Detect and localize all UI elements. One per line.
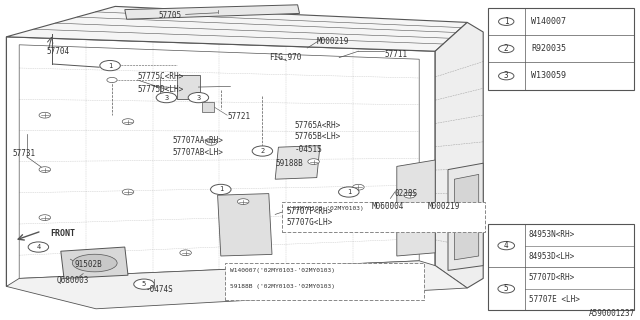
FancyBboxPatch shape	[202, 102, 214, 112]
Text: 57707F<RH>: 57707F<RH>	[287, 207, 333, 216]
Text: R920035: R920035	[531, 44, 566, 53]
Polygon shape	[435, 22, 483, 288]
Circle shape	[353, 184, 364, 190]
Circle shape	[107, 62, 117, 67]
Circle shape	[156, 92, 177, 103]
Polygon shape	[125, 5, 300, 19]
Text: 57707AB<LH>: 57707AB<LH>	[173, 148, 223, 157]
Text: W140007: W140007	[531, 17, 566, 26]
Text: 59188B: 59188B	[275, 159, 303, 168]
Circle shape	[107, 77, 117, 83]
Text: 3: 3	[504, 71, 509, 81]
Circle shape	[188, 92, 209, 103]
Circle shape	[39, 215, 51, 220]
Circle shape	[122, 119, 134, 124]
Text: 57775C<RH>: 57775C<RH>	[138, 72, 184, 81]
Polygon shape	[448, 163, 483, 270]
Text: 5: 5	[504, 284, 509, 293]
Polygon shape	[61, 247, 128, 278]
Circle shape	[339, 187, 359, 197]
Text: Q680003: Q680003	[56, 276, 89, 285]
Text: 2: 2	[260, 148, 264, 154]
Text: 1: 1	[504, 17, 509, 26]
Text: 4: 4	[36, 244, 40, 250]
Text: 1: 1	[347, 189, 351, 195]
Text: 57711: 57711	[384, 50, 407, 59]
Polygon shape	[275, 146, 320, 179]
Text: 57775D<LH>: 57775D<LH>	[138, 85, 184, 94]
Text: 84953N<RH>: 84953N<RH>	[529, 230, 575, 239]
Text: 57765B<LH>: 57765B<LH>	[294, 132, 340, 141]
Text: FIG.970: FIG.970	[269, 53, 301, 62]
Text: A590001237: A590001237	[589, 309, 635, 318]
Polygon shape	[397, 160, 435, 256]
Circle shape	[211, 184, 231, 195]
Text: -0451S: -0451S	[294, 145, 322, 154]
FancyBboxPatch shape	[282, 202, 485, 232]
Text: 4: 4	[504, 241, 509, 250]
Circle shape	[134, 279, 154, 289]
Text: M000219: M000219	[428, 202, 460, 211]
Text: 57705: 57705	[159, 12, 182, 20]
Circle shape	[308, 159, 319, 164]
Text: 1: 1	[108, 63, 112, 68]
FancyBboxPatch shape	[225, 263, 424, 300]
Text: 59188B ('02MY0103-'02MY0103): 59188B ('02MY0103-'02MY0103)	[230, 284, 335, 289]
Circle shape	[122, 189, 134, 195]
Text: 5: 5	[142, 281, 146, 287]
Text: 57704: 57704	[46, 47, 69, 56]
Text: M000219: M000219	[317, 37, 349, 46]
Text: 57707E <LH>: 57707E <LH>	[529, 295, 579, 304]
Text: 57707G<LH>: 57707G<LH>	[287, 218, 333, 227]
Circle shape	[100, 60, 120, 71]
Circle shape	[404, 192, 415, 198]
Circle shape	[252, 146, 273, 156]
FancyBboxPatch shape	[177, 75, 200, 99]
Text: 3: 3	[164, 95, 168, 100]
Text: 57765A<RH>: 57765A<RH>	[294, 121, 340, 130]
Text: 91502B: 91502B	[75, 260, 102, 269]
Polygon shape	[6, 261, 467, 309]
Polygon shape	[454, 174, 479, 260]
Ellipse shape	[72, 254, 117, 272]
Text: 0238S: 0238S	[395, 189, 418, 198]
Text: 1: 1	[219, 187, 223, 192]
FancyBboxPatch shape	[488, 224, 634, 310]
Text: 57707D<RH>: 57707D<RH>	[529, 274, 575, 283]
Circle shape	[237, 199, 249, 204]
Text: 57721: 57721	[227, 112, 250, 121]
Text: -0474S: -0474S	[146, 285, 173, 294]
Text: 57707AA<RH>: 57707AA<RH>	[173, 136, 223, 145]
Text: W130059: W130059	[531, 71, 566, 81]
FancyBboxPatch shape	[488, 8, 634, 90]
Text: 84953D<LH>: 84953D<LH>	[529, 252, 575, 261]
Circle shape	[180, 250, 191, 256]
Polygon shape	[218, 194, 272, 256]
Text: M060004: M060004	[371, 202, 404, 211]
Text: 3: 3	[196, 95, 200, 100]
Circle shape	[39, 112, 51, 118]
Circle shape	[205, 140, 217, 145]
Text: W140007('02MY0103-'02MY0103): W140007('02MY0103-'02MY0103)	[230, 268, 335, 273]
Polygon shape	[6, 6, 467, 51]
Text: 2: 2	[504, 44, 509, 53]
Circle shape	[28, 242, 49, 252]
Circle shape	[39, 167, 51, 172]
Text: ('02MY0103-'02MY0103): ('02MY0103-'02MY0103)	[285, 205, 364, 211]
Text: FRONT: FRONT	[50, 229, 75, 238]
Text: 57731: 57731	[13, 149, 36, 158]
